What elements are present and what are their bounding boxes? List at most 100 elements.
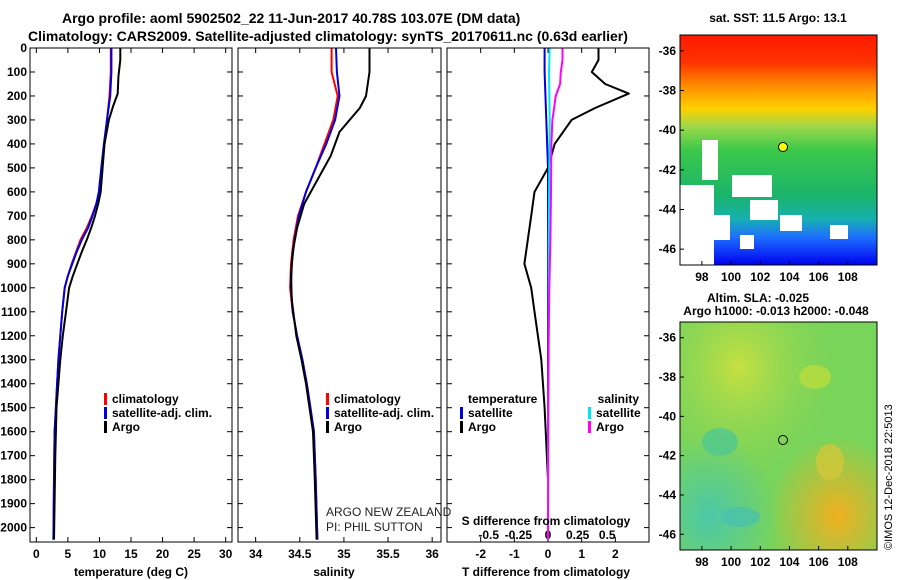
s-tick-label: 0.25 xyxy=(566,528,590,542)
float-org-label: ARGO NEW ZEALAND xyxy=(326,505,452,519)
map-lon-label: 100 xyxy=(721,555,741,569)
x-tick-label: 35.5 xyxy=(376,547,400,561)
difference-panel: -2 -1 0 1 2-0.5 -0.25 0 0.25 0.5 xyxy=(447,47,649,561)
sla-map xyxy=(680,322,877,550)
x-tick-label: 36 xyxy=(425,547,439,561)
map-lat-label: -40 xyxy=(659,409,677,423)
sla-eddy-1 xyxy=(702,428,738,456)
map-lat-label: -42 xyxy=(659,449,677,463)
y-tick-label: 300 xyxy=(7,113,27,127)
map-lon-label: 106 xyxy=(809,270,829,284)
map-lat-label: -42 xyxy=(659,163,677,177)
sla-map-title-1: Altim. SLA: -0.025 xyxy=(707,291,809,305)
map-lat-label: -38 xyxy=(659,370,677,384)
sst-cloud-gap-2 xyxy=(702,140,718,180)
y-tick-label: 1100 xyxy=(1,305,27,319)
map-lon-label: 106 xyxy=(809,555,829,569)
legend-sat-swatch xyxy=(104,407,107,419)
y-tick-label: 1600 xyxy=(0,425,27,439)
temperature-panel-frame xyxy=(29,47,233,543)
x-tick-label: 25 xyxy=(187,547,201,561)
y-tick-label: 1300 xyxy=(0,353,27,367)
sst-map xyxy=(680,35,877,265)
sal-legend-sat-swatch xyxy=(326,407,329,419)
y-tick-label: 1700 xyxy=(0,449,27,463)
difference-legend: temperature satellite Argo salinity sate… xyxy=(460,392,641,434)
x-tick-label: -1 xyxy=(509,547,520,561)
diff-legend-sargo-swatch xyxy=(588,421,591,433)
series-line-argo xyxy=(53,48,122,540)
salinity-xlabel: salinity xyxy=(313,565,355,579)
y-tick-label: 0 xyxy=(20,41,27,55)
diff-legend-temp-head: temperature xyxy=(468,392,538,406)
difference-xlabel: T difference from climatology xyxy=(462,565,630,579)
x-tick-label: 15 xyxy=(124,547,138,561)
map-lon-label: 102 xyxy=(750,270,770,284)
map-lon-label: 98 xyxy=(695,270,709,284)
sla-map-title-2: Argo h1000: -0.013 h2000: -0.048 xyxy=(683,304,869,318)
y-tick-label: 500 xyxy=(7,161,27,175)
y-tick-label: 1000 xyxy=(0,281,27,295)
pi-label: PI: PHIL SUTTON xyxy=(326,520,423,534)
legend-sat-label: satellite-adj. clim. xyxy=(112,406,212,420)
sal-legend-argo-label: Argo xyxy=(334,420,362,434)
x-tick-label: 0 xyxy=(33,547,40,561)
map-lat-label: -44 xyxy=(659,202,677,216)
y-tick-label: 1500 xyxy=(0,401,27,415)
salinity-panel: 34 34.5 35 35.5 36 xyxy=(238,47,441,561)
temperature-xlabel: temperature (deg C) xyxy=(74,565,188,579)
diff-legend-tsat-swatch xyxy=(460,407,463,419)
map-lat-label: -36 xyxy=(659,44,677,58)
diff-legend-targo-label: Argo xyxy=(468,420,496,434)
sla-map-frame xyxy=(679,321,878,551)
sal-legend-clim-label: climatology xyxy=(334,392,401,406)
y-tick-label: 100 xyxy=(7,65,27,79)
map-lon-label: 100 xyxy=(721,270,741,284)
y-tick-label: 800 xyxy=(7,233,27,247)
y-tick-label: 200 xyxy=(7,89,27,103)
y-tick-label: 1900 xyxy=(0,497,27,511)
sla-float-marker xyxy=(778,435,788,445)
diff-legend-sal-head: salinity xyxy=(598,392,640,406)
map-lon-label: 104 xyxy=(779,270,799,284)
sal-legend-sat-label: satellite-adj. clim. xyxy=(334,406,434,420)
y-tick-label: 900 xyxy=(7,257,27,271)
diff-legend-ssat-swatch xyxy=(588,407,591,419)
s-tick-label: -0.5 xyxy=(478,528,499,542)
x-tick-label: 34.5 xyxy=(288,547,312,561)
map-lon-label: 98 xyxy=(695,555,709,569)
x-tick-label: 30 xyxy=(219,547,233,561)
sal-legend-clim-swatch xyxy=(326,393,329,405)
series-line-argo xyxy=(290,48,371,540)
diff-legend-tsat-label: satellite xyxy=(468,406,513,420)
temperature-panel: 0100200300400500600700800900100011001200… xyxy=(0,41,232,561)
sst-cloud-gap-4 xyxy=(750,200,778,220)
map-lat-label: -40 xyxy=(659,123,677,137)
salinity-panel-frame xyxy=(237,47,442,543)
s-tick-label: 0.5 xyxy=(599,528,616,542)
map-lat-label: -46 xyxy=(659,242,677,256)
legend-clim-label: climatology xyxy=(112,392,179,406)
sst-float-marker xyxy=(778,142,788,152)
series-line-satellite xyxy=(52,48,113,540)
y-tick-label: 400 xyxy=(7,137,27,151)
legend-argo-label: Argo xyxy=(112,420,140,434)
x-tick-label: 34 xyxy=(249,547,263,561)
map-lon-label: 108 xyxy=(838,270,858,284)
map-lat-label: -44 xyxy=(659,488,677,502)
map-lat-label: -38 xyxy=(659,84,677,98)
y-tick-label: 600 xyxy=(7,185,27,199)
map-lat-label: -36 xyxy=(659,331,677,345)
sla-eddy-2 xyxy=(799,365,831,389)
x-tick-label: 35 xyxy=(337,547,351,561)
x-tick-label: 20 xyxy=(156,547,170,561)
x-tick-label: 1 xyxy=(578,547,585,561)
figure-title-line2: Climatology: CARS2009. Satellite-adjuste… xyxy=(28,28,628,44)
temperature-legend: climatology satellite-adj. clim. Argo xyxy=(104,392,212,434)
map-lon-label: 108 xyxy=(838,555,858,569)
series-line-climatology xyxy=(52,48,112,540)
map-lon-label: 102 xyxy=(750,555,770,569)
y-tick-label: 700 xyxy=(7,209,27,223)
diff-legend-targo-swatch xyxy=(460,421,463,433)
